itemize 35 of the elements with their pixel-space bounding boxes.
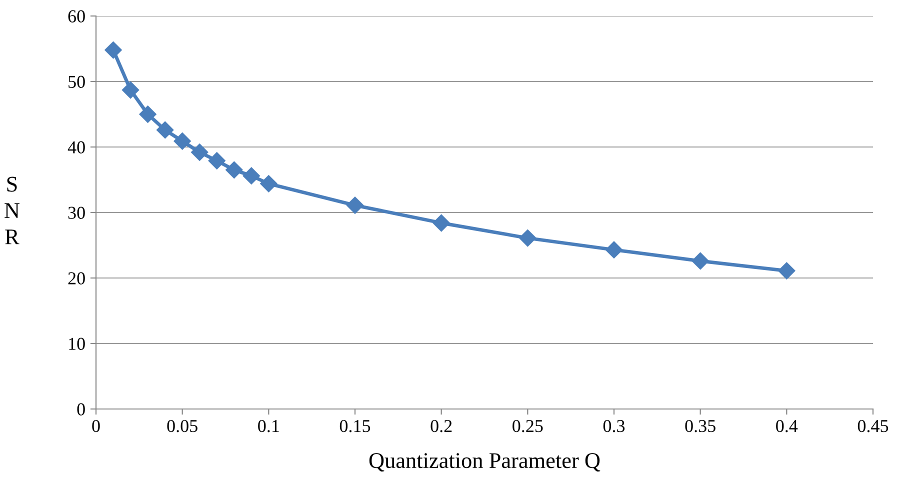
point xyxy=(104,42,122,59)
y-tick-label: 40 xyxy=(68,141,85,154)
y-tick-label: 60 xyxy=(68,10,85,22)
point xyxy=(692,252,709,270)
point xyxy=(139,106,156,123)
point xyxy=(208,152,226,170)
y-tick-label: 50 xyxy=(68,76,85,88)
point xyxy=(174,132,191,150)
point xyxy=(432,214,450,232)
y-tick-label: 30 xyxy=(68,206,85,219)
y-axis-title: SNR xyxy=(4,176,20,244)
point xyxy=(122,81,140,99)
y-tick-label: 20 xyxy=(68,272,85,284)
y-tick-label: 0 xyxy=(77,403,85,416)
x-tick-label: 0.25 xyxy=(512,420,543,432)
point xyxy=(191,144,208,161)
point xyxy=(226,161,243,178)
point xyxy=(519,229,536,247)
point xyxy=(260,175,278,192)
point xyxy=(778,262,796,280)
point xyxy=(156,121,174,139)
x-tick-label: 0.05 xyxy=(167,420,198,432)
x-axis-title: Quantization Parameter Q xyxy=(369,453,600,472)
x-tick-label: 0.15 xyxy=(340,420,370,432)
point xyxy=(605,241,623,258)
x-tick-label: 0 xyxy=(92,420,100,432)
x-tick-label: 0.2 xyxy=(430,420,452,432)
x-tick-label: 0.1 xyxy=(258,420,279,432)
y-tick-label: 10 xyxy=(69,338,85,350)
x-tick-label: 0.35 xyxy=(685,420,716,432)
x-tick-label: 0.3 xyxy=(603,420,625,432)
point xyxy=(242,167,260,184)
point xyxy=(346,196,364,214)
x-tick-label: 0.4 xyxy=(776,420,798,432)
x-tick-label: 0.45 xyxy=(858,420,888,432)
